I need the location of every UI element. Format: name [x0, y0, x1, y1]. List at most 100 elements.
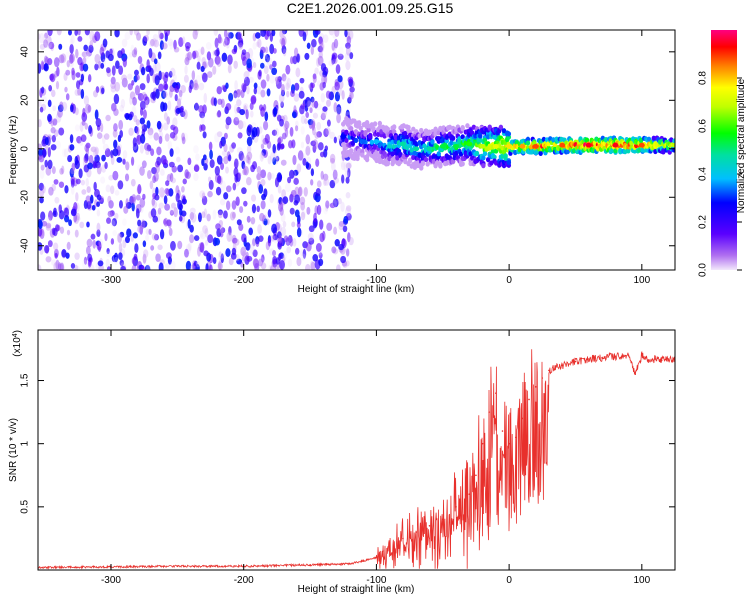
spectrogram-noise-point [323, 128, 329, 138]
snr-point [641, 354, 643, 357]
spectrogram-band-point [493, 148, 499, 154]
spectrogram-noise-point [261, 134, 265, 143]
spectrogram-noise-point [54, 196, 60, 204]
spectrogram-noise-point [216, 131, 223, 138]
spectrogram-noise-point [69, 43, 74, 54]
spectrogram-noise-point [260, 46, 266, 54]
spectrogram-noise-point [217, 209, 223, 216]
spectrogram-xtick-label: 100 [633, 275, 650, 286]
spectrogram-noise-point [59, 101, 64, 111]
spectrogram-noise-point [325, 90, 331, 99]
spectrogram-noise-point [89, 30, 95, 41]
spectrogram-noise-point [39, 169, 45, 179]
spectrogram-noise-point [315, 243, 322, 252]
spectrogram-band-point [403, 130, 408, 136]
spectrogram-noise-point [328, 30, 335, 36]
snr-point [574, 360, 577, 363]
spectrogram-noise-point [316, 57, 320, 67]
spectrogram-noise-point [267, 155, 272, 165]
spectrogram-noise-point [201, 124, 206, 132]
spectrogram-noise-point [245, 154, 250, 164]
spectrogram-noise-point [177, 240, 183, 250]
snr-point [362, 560, 364, 562]
spectrogram-noise-point [282, 30, 288, 35]
spectrogram-noise-point [311, 39, 317, 48]
spectrogram-noise-point [271, 129, 278, 136]
spectrogram-noise-point [258, 184, 264, 194]
spectrogram-noise-point [53, 129, 59, 137]
spectrogram-noise-point [225, 82, 229, 89]
spectrogram-noise-point [80, 134, 87, 142]
spectrogram-noise-point [56, 224, 61, 232]
spectrogram-noise-point [94, 154, 100, 164]
spectrogram-band-point [372, 121, 378, 127]
spectrogram-noise-point [234, 103, 238, 114]
spectrogram-noise-point [195, 74, 201, 85]
spectrogram-noise-point [330, 157, 336, 164]
spectrogram-noise-point [55, 259, 60, 270]
spectrogram-noise-point [204, 228, 209, 238]
spectrogram-noise-point [158, 187, 165, 198]
spectrogram-noise-point [258, 235, 264, 242]
spectrogram-band-point [541, 136, 547, 143]
spectrogram-noise-point [297, 150, 304, 161]
spectrogram-noise-point [277, 241, 282, 250]
spectrogram-noise-point [134, 69, 139, 76]
spectrogram-noise-point [168, 188, 174, 197]
spectrogram-band-point [436, 151, 441, 157]
spectrogram-noise-point [53, 262, 59, 270]
spectrogram-noise-point [51, 89, 56, 98]
spectrogram-noise-point [341, 174, 345, 184]
spectrogram-noise-point [203, 208, 208, 219]
spectrogram-noise-point [236, 30, 241, 34]
spectrogram-noise-point [131, 264, 137, 270]
spectrogram-ridge-point [532, 143, 539, 149]
spectrogram-noise-point [197, 55, 201, 63]
colorbar-tick-label: 0.2 [698, 215, 709, 229]
spectrogram-noise-point [330, 161, 336, 172]
spectrogram-noise-point [96, 222, 101, 233]
spectrogram-noise-point [200, 233, 206, 240]
spectrogram-noise-point [75, 265, 80, 270]
spectrogram-noise-point [187, 242, 192, 252]
spectrogram-noise-point [209, 159, 215, 169]
spectrogram-noise-point [75, 192, 79, 202]
spectrogram-band-point [654, 141, 660, 147]
spectrogram-noise-point [189, 163, 194, 174]
spectrogram-noise-point [242, 103, 249, 111]
spectrogram-noise-point [40, 164, 45, 171]
spectrogram-noise-point [287, 176, 292, 184]
spectrogram-noise-point [130, 178, 136, 187]
spectrogram-band-point [419, 127, 424, 134]
spectrogram-noise-point [298, 90, 305, 99]
spectrogram-noise-point [156, 146, 162, 156]
spectrogram-noise-point [191, 70, 196, 81]
spectrogram-noise-point [181, 185, 185, 193]
spectrogram-noise-point [233, 117, 240, 126]
spectrogram-noise-point [137, 55, 143, 65]
spectrogram-noise-point [61, 148, 67, 158]
spectrogram-noise-point [234, 111, 240, 122]
spectrogram-noise-point [163, 112, 168, 121]
spectrogram-noise-point [87, 105, 92, 113]
spectrogram-noise-point [224, 36, 230, 46]
spectrogram-noise-point [246, 125, 252, 137]
snr-point [587, 358, 590, 360]
spectrogram-noise-point [99, 46, 105, 56]
snr-ylabel: SNR (10 * v/v) [8, 418, 19, 482]
snr-frame [37, 329, 676, 571]
spectrogram-noise-point [305, 263, 311, 270]
snr-xtick-label: 100 [633, 575, 650, 586]
spectrogram-noise-point [174, 146, 180, 155]
spectrogram-noise-point [139, 197, 146, 208]
spectrogram-noise-point [228, 225, 232, 236]
spectrogram-noise-point [201, 57, 206, 65]
spectrogram-noise-point [48, 85, 53, 92]
spectrogram-noise-point [228, 32, 234, 39]
spectrogram-noise-point [296, 221, 301, 229]
spectrogram-noise-point [296, 227, 302, 238]
spectrogram-noise-point [274, 177, 280, 188]
spectrogram-noise-point [302, 248, 307, 259]
snr-point [428, 524, 431, 527]
